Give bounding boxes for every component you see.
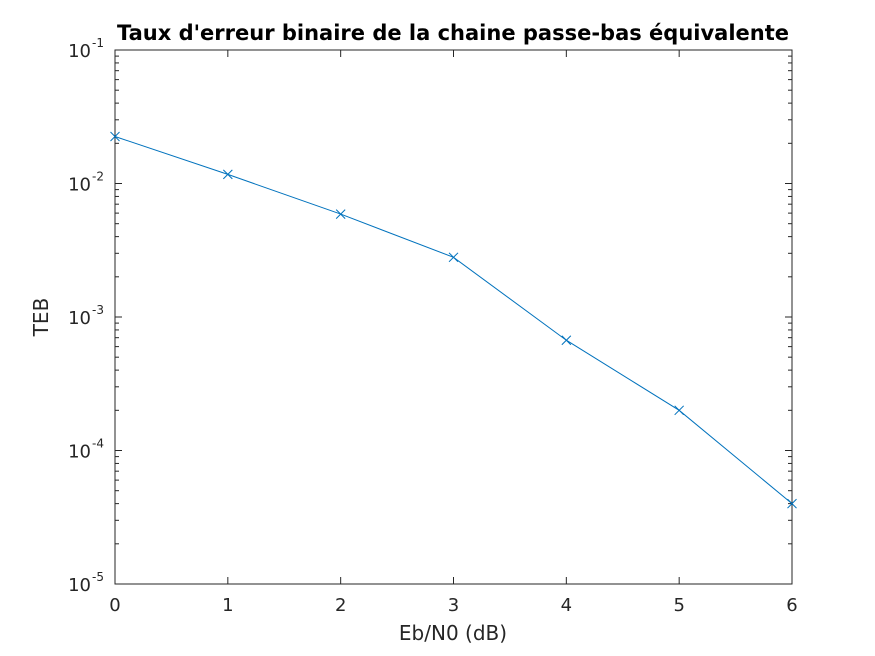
data-point-marker xyxy=(448,252,459,263)
plot-area xyxy=(114,49,793,585)
y-tick-base: 10 xyxy=(68,175,91,196)
x-tick-label: 5 xyxy=(673,595,684,616)
x-tick-label: 0 xyxy=(109,595,120,616)
marker-stroke-b xyxy=(787,498,797,509)
data-point-marker xyxy=(335,209,346,219)
marker-stroke-b xyxy=(674,405,685,416)
x-tick-label: 6 xyxy=(786,595,797,616)
y-tick-base: 10 xyxy=(68,41,91,62)
y-tick-label: 10 xyxy=(68,308,91,329)
x-tick-label: 1 xyxy=(222,595,233,616)
y-tick-label: 10 xyxy=(68,575,91,596)
data-point-marker xyxy=(110,131,120,142)
y-tick-exponent: -2 xyxy=(92,170,104,184)
y-tick-base: 10 xyxy=(68,442,91,463)
y-tick-exponent: -4 xyxy=(92,437,104,451)
data-point-marker xyxy=(787,498,797,509)
y-tick-label: 10 xyxy=(68,41,91,62)
x-axis-label: Eb/N0 (dB) xyxy=(399,621,507,645)
y-tick-base: 10 xyxy=(68,575,91,596)
y-tick-label: 10 xyxy=(68,442,91,463)
x-tick-label: 3 xyxy=(448,595,459,616)
marker-stroke-b xyxy=(561,335,572,346)
data-point-marker xyxy=(674,405,685,416)
x-tick-label: 4 xyxy=(561,595,572,616)
y-axis-label: TEB xyxy=(29,298,53,338)
ticks-layer xyxy=(114,49,793,585)
series-layer xyxy=(110,131,797,509)
marker-stroke-b xyxy=(110,131,120,142)
y-tick-exponent: -3 xyxy=(92,303,104,317)
x-tick-label: 2 xyxy=(335,595,346,616)
y-tick-exponent: -1 xyxy=(92,36,104,50)
labels-layer: 0 1 2 3 4 5 610-110-210-310-410-5 xyxy=(68,36,798,616)
data-point-marker xyxy=(222,169,233,180)
y-tick-label: 10 xyxy=(68,175,91,196)
marker-stroke-b xyxy=(448,252,459,263)
data-point-marker xyxy=(561,335,572,346)
chart-title: Taux d'erreur binaire de la chaine passe… xyxy=(117,21,789,45)
y-tick-exponent: -5 xyxy=(92,570,104,584)
marker-stroke-b xyxy=(222,169,233,180)
marker-stroke-b xyxy=(335,209,346,219)
y-tick-base: 10 xyxy=(68,308,91,329)
